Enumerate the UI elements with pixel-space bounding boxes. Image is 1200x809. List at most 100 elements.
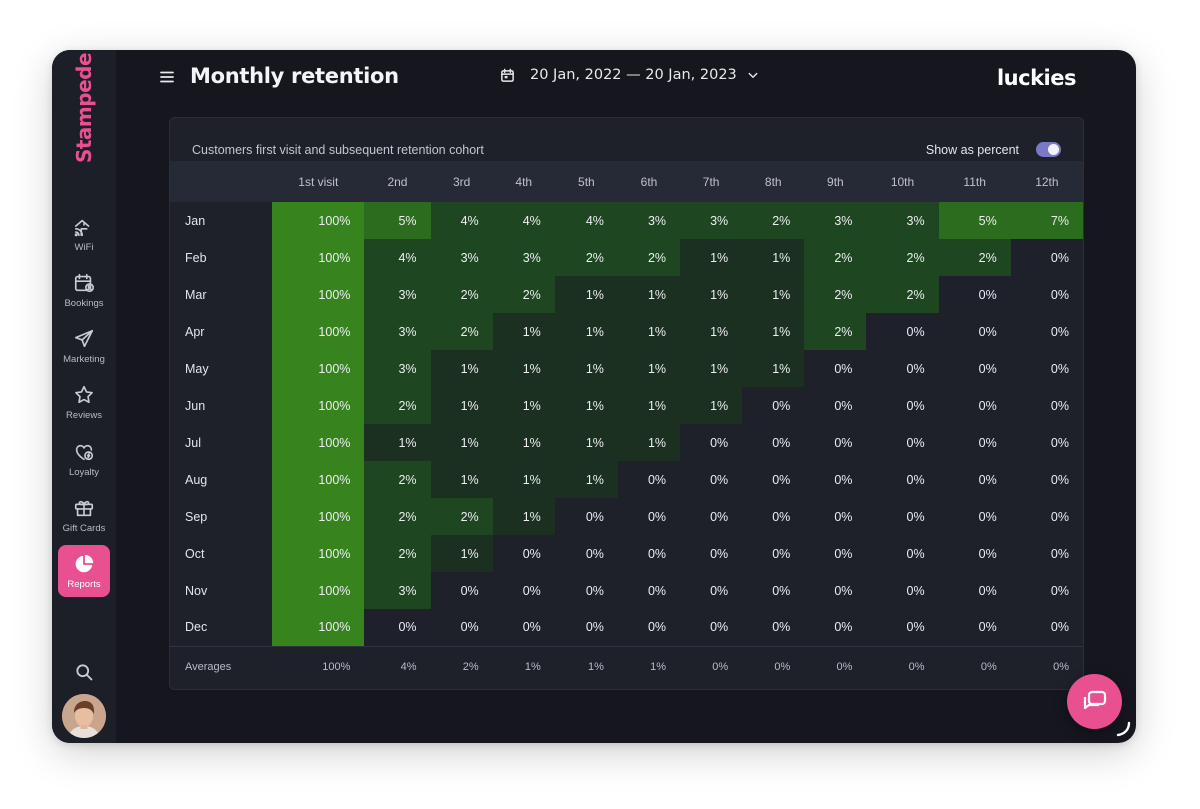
table-row: Aug 100% 2% 1% 1% 1% 0% 0% 0% 0% 0% 0% 0%: [170, 461, 1083, 498]
retention-cell: 4%: [430, 202, 493, 239]
toggle-knob: [1048, 144, 1059, 155]
retention-cell: 1%: [742, 239, 805, 276]
average-cell: 1%: [492, 645, 555, 687]
retention-cell: 0%: [1010, 609, 1083, 646]
retention-cell: 0%: [742, 572, 805, 609]
sidebar-item-label: WiFi: [74, 241, 94, 253]
cohort-month-label: Jul: [185, 435, 201, 450]
table-row: Mar 100% 3% 2% 2% 1% 1% 1% 1% 2% 2% 0% 0%: [170, 276, 1083, 313]
column-header: 10th: [866, 161, 939, 202]
retention-cell: 100%: [272, 461, 365, 498]
retention-cell: 7%: [1010, 202, 1083, 239]
venue-logo: luckies: [996, 66, 1077, 90]
retention-cell: 3%: [866, 202, 939, 239]
sidebar-item-loyalty[interactable]: Loyalty: [58, 433, 110, 485]
retention-cell: 2%: [364, 461, 431, 498]
sidebar-item-label: Reviews: [66, 409, 102, 421]
sidebar: Stampede WiFi Bookings Marketing Reviews…: [52, 50, 116, 743]
retention-cell: 0%: [804, 387, 867, 424]
retention-cell: 1%: [742, 276, 805, 313]
show-percent-toggle[interactable]: [1036, 142, 1061, 157]
retention-cell: 0%: [1010, 350, 1083, 387]
retention-cell: 1%: [680, 276, 743, 313]
date-range-text: 20 Jan, 2022 — 20 Jan, 2023: [530, 67, 737, 83]
retention-cell: 2%: [364, 535, 431, 572]
retention-cell: 100%: [272, 572, 365, 609]
retention-cell: 2%: [742, 202, 805, 239]
retention-cell: 100%: [272, 498, 365, 535]
retention-cell: 1%: [492, 461, 555, 498]
retention-cell: 2%: [430, 313, 493, 350]
retention-cell: 1%: [680, 387, 743, 424]
cohort-month-label: Oct: [185, 546, 205, 561]
retention-cell: 0%: [680, 461, 743, 498]
column-header: 11th: [938, 161, 1011, 202]
app-window: Stampede WiFi Bookings Marketing Reviews…: [52, 50, 1136, 743]
retention-cell: 0%: [617, 461, 681, 498]
sidebar-item-bookings[interactable]: Bookings: [58, 264, 110, 316]
sidebar-item-label: Bookings: [64, 297, 104, 309]
retention-cell: 2%: [364, 498, 431, 535]
table-row: May 100% 3% 1% 1% 1% 1% 1% 1% 0% 0% 0% 0%: [170, 350, 1083, 387]
retention-cell: 5%: [938, 202, 1011, 239]
average-cell: 1%: [617, 645, 681, 687]
retention-cell: 0%: [866, 387, 939, 424]
table-row: Dec 100% 0% 0% 0% 0% 0% 0% 0% 0% 0% 0% 0%: [170, 609, 1083, 646]
user-avatar[interactable]: [62, 694, 106, 738]
retention-cell: 100%: [272, 313, 365, 350]
table-row: Jan 100% 5% 4% 4% 4% 3% 3% 2% 3% 3% 5% 7%: [170, 202, 1083, 239]
retention-cell: 0%: [742, 461, 805, 498]
retention-cell: 0%: [938, 350, 1011, 387]
table-header-row: 1st visit 2nd 3rd 4th 5th 6th 7th 8th 9t…: [170, 161, 1083, 202]
column-header: 5th: [554, 161, 618, 202]
retention-cell: 0%: [1010, 313, 1083, 350]
cohort-month-label: Dec: [185, 620, 208, 635]
retention-cell: 0%: [804, 535, 867, 572]
date-range-picker[interactable]: 20 Jan, 2022 — 20 Jan, 2023: [500, 67, 759, 83]
retention-cell: 1%: [430, 387, 493, 424]
sidebar-item-wifi[interactable]: WiFi: [58, 208, 110, 260]
average-cell: 2%: [430, 645, 493, 687]
table-row: Sep 100% 2% 2% 1% 0% 0% 0% 0% 0% 0% 0% 0%: [170, 498, 1083, 535]
retention-cohort-table: 1st visit 2nd 3rd 4th 5th 6th 7th 8th 9t…: [170, 161, 1083, 687]
retention-cell: 100%: [272, 202, 365, 239]
retention-cell: 0%: [866, 535, 939, 572]
sidebar-item-reports[interactable]: Reports: [58, 545, 110, 597]
sidebar-item-gift-cards[interactable]: Gift Cards: [58, 489, 110, 541]
retention-cell: 0%: [554, 498, 618, 535]
retention-cell: 0%: [804, 498, 867, 535]
column-header: 6th: [617, 161, 681, 202]
retention-cell: 2%: [804, 239, 867, 276]
chat-button[interactable]: [1067, 674, 1122, 729]
average-cell: 0%: [1010, 645, 1083, 687]
sidebar-item-marketing[interactable]: Marketing: [58, 320, 110, 372]
retention-cell: 0%: [804, 609, 867, 646]
chat-bubble-icon: [1083, 690, 1106, 709]
percent-toggle-group: Show as percent: [926, 142, 1061, 157]
retention-cell: 1%: [430, 350, 493, 387]
retention-cell: 0%: [866, 461, 939, 498]
retention-cell: 0%: [1010, 424, 1083, 461]
sidebar-item-label: Reports: [67, 578, 101, 590]
retention-cell: 100%: [272, 424, 365, 461]
calendar-user-icon: [74, 273, 94, 292]
retention-cell: 0%: [938, 387, 1011, 424]
search-button[interactable]: [74, 662, 94, 682]
retention-cell: 3%: [680, 202, 743, 239]
retention-cell: 0%: [554, 572, 618, 609]
resize-handle-icon: [1116, 721, 1131, 737]
retention-cell: 0%: [804, 461, 867, 498]
retention-cell: 2%: [430, 498, 493, 535]
menu-button[interactable]: [160, 70, 174, 84]
search-icon: [76, 664, 93, 681]
retention-cell: 0%: [680, 498, 743, 535]
average-cell: 0%: [804, 645, 867, 687]
retention-cell: 0%: [938, 461, 1011, 498]
sidebar-item-reviews[interactable]: Reviews: [58, 376, 110, 428]
month-column-header: [170, 161, 273, 202]
sidebar-item-label: Loyalty: [68, 466, 100, 478]
wifi-home-icon: [74, 219, 90, 236]
retention-cell: 0%: [554, 535, 618, 572]
brand-logo[interactable]: Stampede: [72, 52, 96, 164]
retention-cell: 1%: [492, 498, 555, 535]
